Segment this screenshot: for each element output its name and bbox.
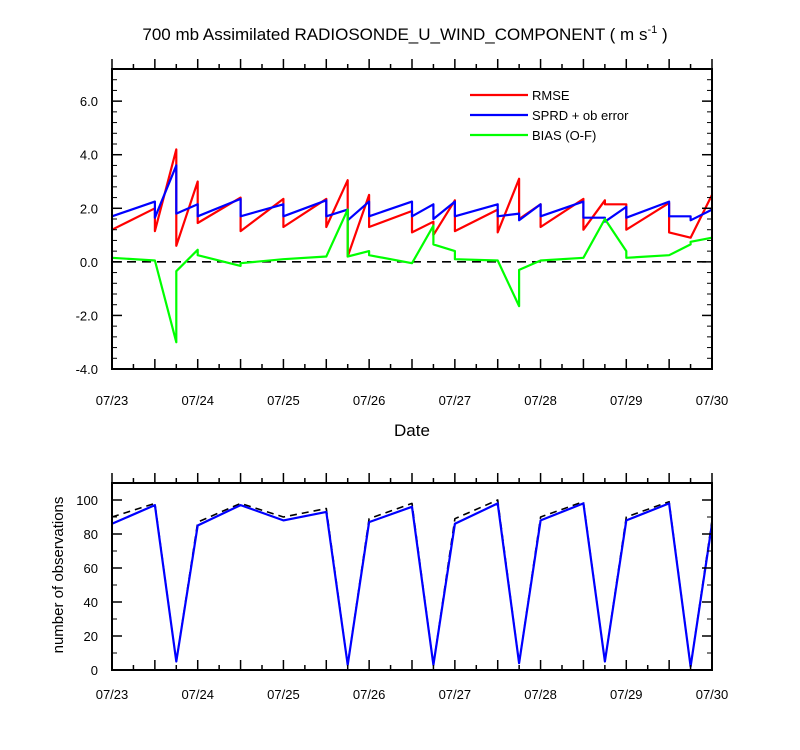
top-tick-labels: 07/23 07/24 07/25 07/26 07/27 07/28 07/29 07/30… (76, 94, 729, 408)
legend-label: SPRD + ob error (532, 108, 629, 123)
top-y-tick-label: -4.0 (76, 362, 98, 377)
bottom-axis-ticks (111, 473, 713, 671)
chart-title: 700 mb Assimilated RADIOSONDE_U_WIND_COM… (142, 24, 667, 44)
top-y-tick-label: 0.0 (80, 255, 98, 270)
y-axis-title-observations: number of observations (50, 497, 67, 654)
series-line-bias-o-f (111, 208, 713, 344)
chart-title-end: ) (657, 25, 667, 44)
chart-title-superscript: -1 (647, 24, 657, 36)
bottom-x-tick-label: 07/30 (696, 687, 729, 702)
bottom-chart-panel: 07/23 07/24 07/25 07/26 07/27 07/28 07/29 07/30… (50, 473, 728, 702)
top-x-tick-label: 07/28 (524, 393, 557, 408)
bottom-x-tick-label: 07/26 (353, 687, 386, 702)
observation-series-lines (111, 499, 714, 668)
top-x-tick-label: 07/26 (353, 393, 386, 408)
series-line-rmse (111, 148, 713, 258)
x-axis-title: Date (394, 421, 430, 440)
bottom-x-tick-label: 07/27 (439, 687, 472, 702)
top-axis-ticks (111, 59, 713, 370)
bottom-x-tick-label: 07/28 (524, 687, 557, 702)
bottom-y-tick-label: 40 (84, 595, 98, 610)
legend-label: BIAS (O-F) (532, 128, 596, 143)
bottom-y-tick-label: 0 (91, 663, 98, 678)
bottom-x-tick-label: 07/29 (610, 687, 643, 702)
top-x-tick-label: 07/25 (267, 393, 300, 408)
obs-line-possible (111, 499, 713, 668)
top-series-lines (111, 148, 713, 344)
top-y-tick-label: 4.0 (80, 148, 98, 163)
legend-label: RMSE (532, 88, 570, 103)
top-x-tick-label: 07/30 (696, 393, 729, 408)
top-y-tick-label: 2.0 (80, 201, 98, 216)
top-plot-frame (111, 68, 713, 370)
bottom-plot-frame (111, 482, 713, 671)
top-y-tick-label: -2.0 (76, 308, 98, 323)
top-y-tick-label: 6.0 (80, 94, 98, 109)
series-line-sprd-ob-error (111, 164, 713, 223)
bottom-y-tick-label: 60 (84, 561, 98, 576)
bottom-x-tick-label: 07/25 (267, 687, 300, 702)
bottom-y-tick-label: 20 (84, 629, 98, 644)
top-chart-panel: RMSE SPRD + ob error BIAS (O-F) 07/23 07/24… (76, 59, 729, 440)
bottom-y-tick-label: 100 (76, 493, 98, 508)
chart-title-main: 700 mb Assimilated RADIOSONDE_U_WIND_COM… (142, 25, 647, 44)
top-x-tick-label: 07/27 (439, 393, 472, 408)
top-x-tick-label: 07/24 (181, 393, 214, 408)
obs-line-used (111, 502, 714, 668)
top-x-tick-label: 07/23 (96, 393, 129, 408)
legend: RMSE SPRD + ob error BIAS (O-F) (470, 88, 629, 143)
bottom-x-tick-label: 07/23 (96, 687, 129, 702)
top-x-tick-label: 07/29 (610, 393, 643, 408)
bottom-tick-labels: 07/23 07/24 07/25 07/26 07/27 07/28 07/29 07/30… (76, 493, 728, 702)
bottom-y-tick-label: 80 (84, 527, 98, 542)
bottom-x-tick-label: 07/24 (181, 687, 214, 702)
